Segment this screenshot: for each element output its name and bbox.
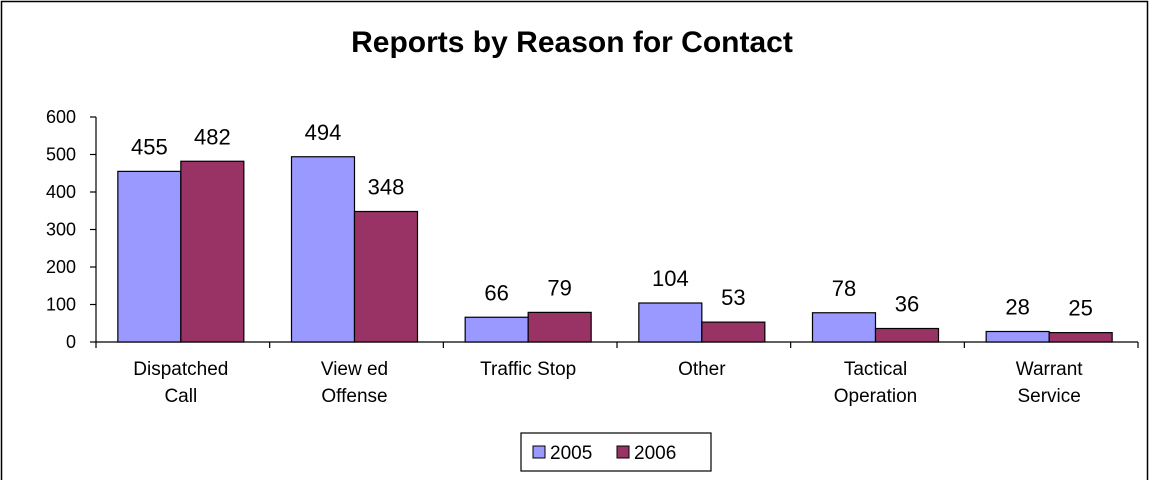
bar-2005	[985, 330, 1050, 343]
bar-2006	[701, 321, 766, 343]
bar-2006	[180, 160, 245, 343]
x-category-label: View ed	[321, 359, 388, 380]
y-tick-label: 0	[66, 332, 76, 352]
bars	[117, 156, 1113, 343]
bar-2005	[464, 316, 529, 343]
y-tick-label: 400	[46, 182, 76, 202]
x-category-label: Traffic Stop	[480, 359, 576, 380]
bar-2006	[874, 327, 940, 343]
bar-2006	[1048, 332, 1113, 343]
data-label-2005: 78	[832, 276, 856, 301]
x-category-label: Operation	[834, 386, 917, 407]
y-tick-label: 100	[46, 295, 76, 315]
x-category-label: Warrant	[1016, 359, 1084, 380]
y-tick-label: 300	[46, 220, 76, 240]
bar-2005	[811, 312, 877, 343]
y-tick-label: 600	[46, 107, 76, 127]
data-labels: 455 482 494 348 66 79 104 53 78 36 28 25	[131, 120, 1093, 321]
data-label-2006: 25	[1068, 296, 1092, 321]
bar-2006	[527, 311, 592, 343]
bar-2005	[638, 302, 703, 343]
y-tick-label: 200	[46, 257, 76, 277]
axes: 0 100 200 300 400 500 600 Dispatched Call View ed…	[46, 107, 1139, 407]
bar-2006	[353, 210, 419, 343]
y-tick-label: 500	[46, 145, 76, 165]
bar-2005	[290, 156, 356, 343]
x-category-label: Dispatched	[133, 359, 228, 380]
data-label-2006: 53	[721, 285, 745, 310]
legend: 2005 2006	[520, 432, 712, 472]
legend-swatch-2006	[616, 445, 630, 459]
data-label-2006: 36	[895, 292, 919, 317]
data-label-2006: 482	[194, 124, 231, 149]
data-label-2006: 348	[368, 175, 405, 200]
x-category-label: Other	[678, 359, 726, 380]
data-label-2005: 455	[131, 134, 168, 159]
legend-swatch-2005	[532, 445, 546, 459]
x-category-label: Service	[1017, 386, 1080, 407]
data-label-2005: 66	[484, 280, 508, 305]
data-label-2005: 494	[305, 120, 342, 145]
legend-label-2006: 2006	[634, 443, 676, 464]
legend-label-2005: 2005	[550, 443, 592, 464]
data-label-2005: 28	[1005, 295, 1029, 320]
data-label-2005: 104	[652, 266, 689, 291]
x-category-label: Offense	[321, 386, 387, 407]
data-label-2006: 79	[547, 275, 571, 300]
x-category-label: Tactical	[844, 359, 907, 380]
legend-box	[520, 432, 712, 472]
x-category-label: Call	[164, 386, 197, 407]
bar-2005	[117, 170, 182, 343]
chart-title: Reports by Reason for Contact	[351, 26, 793, 59]
